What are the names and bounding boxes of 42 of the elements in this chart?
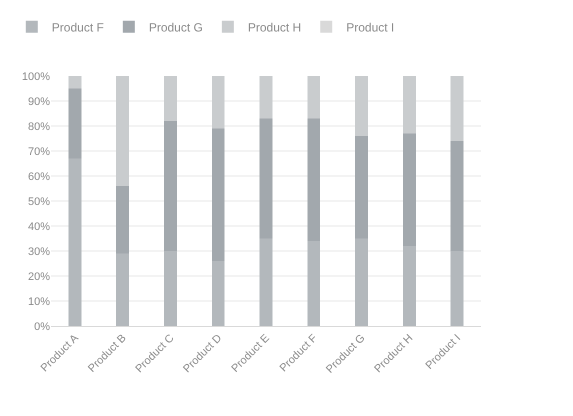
bar [212,128,225,261]
bar [212,261,225,326]
bar [164,76,177,121]
bar [307,76,320,118]
bar [307,118,320,241]
legend-label: Product I [346,20,394,34]
bar [212,76,225,128]
bar [402,246,416,326]
y-tick-label: 90% [28,96,50,108]
bar [68,76,82,88]
bar [260,238,272,326]
bar [116,76,130,186]
legend-label: Product F [52,20,104,34]
bar [68,88,82,158]
y-tick-label: 100% [22,70,50,83]
y-tick-label: 20% [28,270,50,283]
bar [164,251,177,326]
bar [116,186,130,254]
y-tick-label: 0% [34,320,50,333]
legend-label: Product G [148,20,203,34]
bar [450,251,464,326]
y-tick-label: 50% [28,196,50,208]
bar [116,254,130,326]
bar [355,76,368,136]
bar [355,238,368,326]
bar [450,76,464,141]
y-tick-label: 10% [28,296,50,308]
bar [260,118,272,238]
bar [307,241,320,326]
bar [402,76,416,134]
bar [260,76,272,118]
bar [164,121,177,251]
y-tick-label: 80% [28,120,50,133]
y-tick-label: 30% [28,246,50,258]
bar [355,136,368,238]
bar [68,158,82,326]
bar [450,141,464,251]
y-tick-label: 70% [28,146,50,158]
y-tick-label: 40% [28,220,50,233]
y-tick-label: 60% [28,170,50,183]
legend-label: Product H [248,20,302,34]
bar [402,134,416,246]
